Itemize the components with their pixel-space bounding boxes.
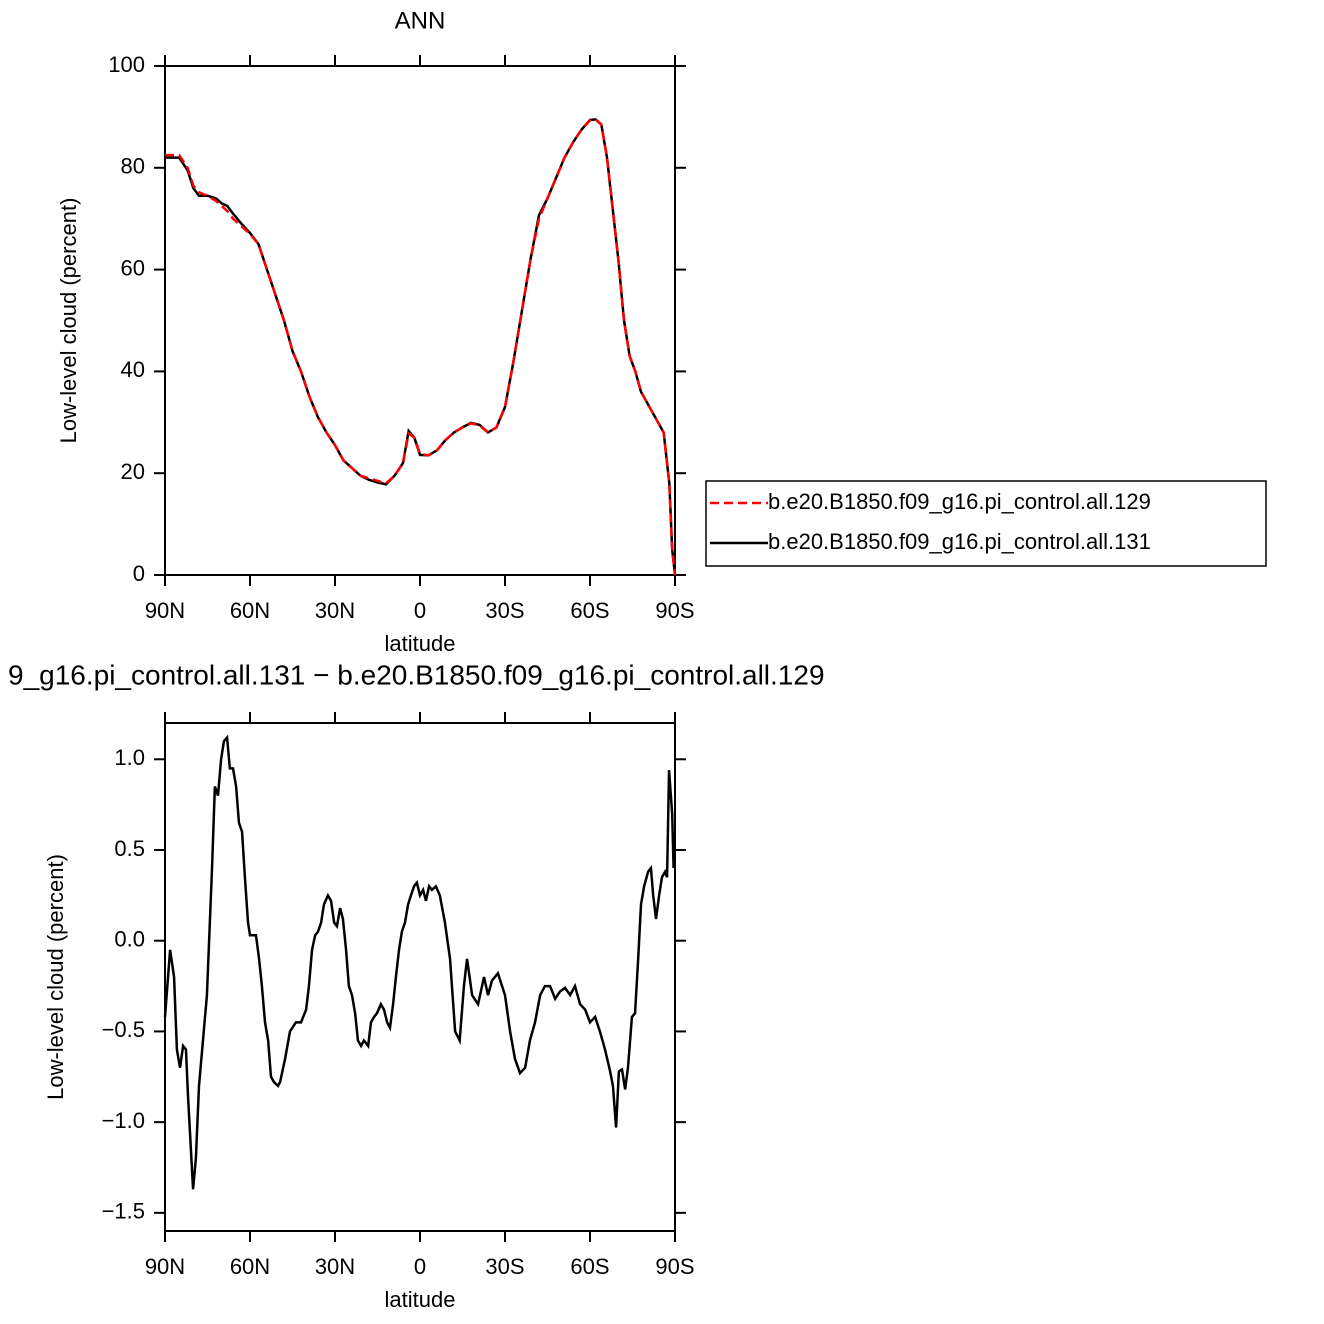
legend-label: b.e20.B1850.f09_g16.pi_control.all.131: [768, 529, 1151, 554]
x-tick-label: 30S: [485, 1254, 524, 1279]
y-tick-label: 1.0: [114, 745, 145, 770]
x-tick-label: 60N: [230, 598, 270, 623]
legend-box: [705, 480, 1267, 567]
y-tick-label: −1.5: [102, 1199, 145, 1224]
y-tick-label: 60: [121, 255, 145, 280]
x-tick-label: 90N: [145, 1254, 185, 1279]
x-tick-label: 0: [414, 598, 426, 623]
y-tick-label: −0.5: [102, 1017, 145, 1042]
x-tick-label: 60S: [570, 598, 609, 623]
y-tick-label: 0.0: [114, 927, 145, 952]
x-tick-label: 60S: [570, 1254, 609, 1279]
plot-frame: [164, 65, 676, 576]
y-axis-label: Low-level cloud (percent): [43, 854, 68, 1100]
x-tick-label: 30N: [315, 598, 355, 623]
legend-label: b.e20.B1850.f09_g16.pi_control.all.129: [768, 489, 1151, 514]
y-tick-label: 80: [121, 154, 145, 179]
x-tick-label: 90S: [655, 1254, 694, 1279]
data-line: [165, 118, 677, 576]
data-line: [163, 734, 675, 1190]
y-tick-label: 40: [121, 357, 145, 382]
plot-frame: [164, 722, 676, 1232]
x-axis-label: latitude: [385, 1287, 456, 1312]
y-axis-label: Low-level cloud (percent): [56, 198, 81, 444]
data-line: [165, 118, 677, 576]
x-tick-label: 60N: [230, 1254, 270, 1279]
chart-title: 9_g16.pi_control.all.131 − b.e20.B1850.f…: [8, 659, 825, 690]
y-tick-label: 0.5: [114, 836, 145, 861]
y-tick-label: 20: [121, 459, 145, 484]
x-tick-label: 0: [414, 1254, 426, 1279]
chart-title: ANN: [395, 7, 446, 34]
x-tick-label: 30N: [315, 1254, 355, 1279]
x-tick-label: 30S: [485, 598, 524, 623]
x-tick-label: 90N: [145, 598, 185, 623]
x-tick-label: 90S: [655, 598, 694, 623]
y-tick-label: −1.0: [102, 1108, 145, 1133]
y-tick-label: 0: [133, 561, 145, 586]
x-axis-label: latitude: [385, 631, 456, 656]
y-tick-label: 100: [108, 52, 145, 77]
